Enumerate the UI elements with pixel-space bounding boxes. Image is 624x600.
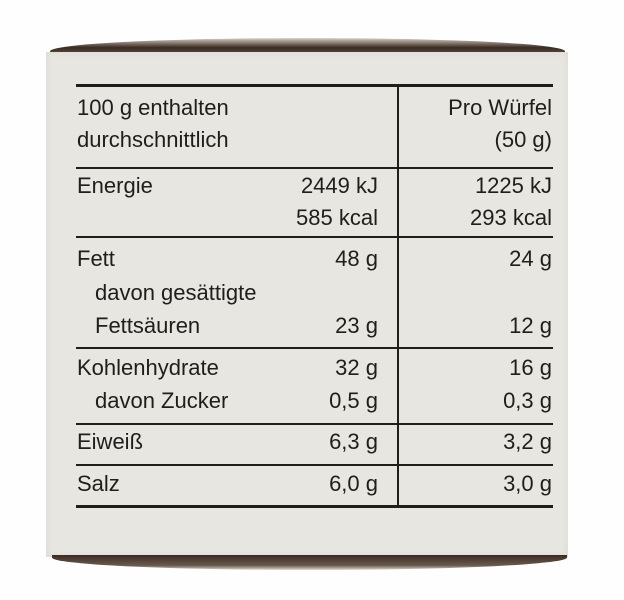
row-divider — [76, 347, 553, 349]
row-divider — [76, 167, 553, 169]
saturated-100g: 23 g — [335, 313, 378, 338]
energy-kcal-100g: 585 kcal — [296, 205, 378, 230]
salt-label: Salz — [77, 471, 120, 496]
energy-label: Energie — [77, 173, 153, 198]
protein-label: Eiweiß — [77, 429, 144, 454]
header-per-100g: 100 g enthalten — [77, 95, 229, 120]
package-face — [46, 52, 568, 557]
row-divider — [76, 423, 553, 425]
row-divider — [76, 464, 553, 466]
saturated-label-2: Fettsäuren — [95, 313, 201, 338]
energy-kj-100g: 2449 kJ — [300, 173, 378, 198]
protein-cube: 3,2 g — [503, 429, 552, 454]
salt-100g: 6,0 g — [329, 471, 378, 496]
salt-cube: 3,0 g — [503, 471, 552, 496]
fat-cube: 24 g — [509, 246, 552, 271]
protein-100g: 6,3 g — [329, 429, 378, 454]
fat-label: Fett — [77, 246, 115, 271]
carbs-100g: 32 g — [335, 355, 378, 380]
header-cube-weight: (50 g) — [494, 127, 552, 152]
package-bottom-flap — [52, 555, 567, 570]
table-bottom-rule — [76, 505, 553, 508]
saturated-label-1: davon gesättigte — [95, 280, 257, 305]
sugar-100g: 0,5 g — [329, 388, 378, 413]
row-divider — [76, 236, 553, 238]
table-top-rule — [76, 84, 553, 87]
energy-kcal-cube: 293 kcal — [470, 205, 552, 230]
sugar-cube: 0,3 g — [503, 388, 552, 413]
energy-kj-cube: 1225 kJ — [474, 173, 552, 198]
fat-100g: 48 g — [335, 246, 378, 271]
saturated-cube: 12 g — [509, 313, 552, 338]
carbs-cube: 16 g — [509, 355, 552, 380]
package-top-flap — [50, 38, 565, 54]
header-per-cube: Pro Würfel — [448, 95, 552, 120]
sugar-label: davon Zucker — [95, 388, 229, 413]
column-divider — [397, 86, 399, 506]
header-average: durchschnittlich — [77, 127, 229, 152]
carbs-label: Kohlenhydrate — [77, 355, 219, 380]
